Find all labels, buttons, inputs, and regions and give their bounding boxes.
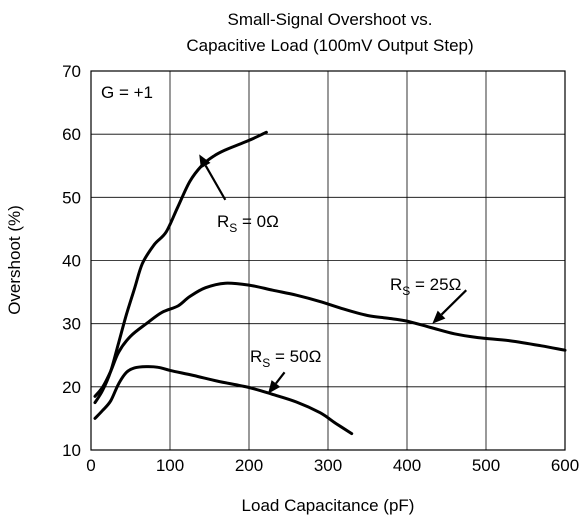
annotation-arrow-line [440, 289, 468, 316]
chart-title-line-1: Small-Signal Overshoot vs. [227, 10, 432, 29]
annotation-label-main: R [390, 275, 402, 294]
x-axis-ticks: 0 100 200 300 400 500 600 [86, 456, 579, 475]
annotation-label: RS = 0Ω [217, 212, 279, 235]
annotation-label-main: R [217, 212, 229, 231]
y-tick-label: 30 [62, 315, 81, 334]
y-tick-label: 40 [62, 252, 81, 271]
x-tick-label: 100 [156, 456, 184, 475]
y-tick-label: 20 [62, 378, 81, 397]
y-tick-label: 60 [62, 125, 81, 144]
annotation-arrow-line [204, 165, 227, 201]
x-tick-label: 400 [393, 456, 421, 475]
chart-title-line-2: Capacitive Load (100mV Output Step) [186, 36, 473, 55]
y-axis-label: Overshoot (%) [5, 205, 24, 315]
y-axis-ticks: 10 20 30 40 50 60 70 [62, 62, 81, 460]
annotation-label: RS = 50Ω [250, 347, 321, 370]
annotation-label-subscript: S [262, 356, 270, 370]
series-rs-50-ohm [93, 365, 354, 436]
y-tick-label: 10 [62, 441, 81, 460]
annotation-label-rest: = 25Ω [410, 275, 461, 294]
annotation-label: RS = 25Ω [390, 275, 461, 298]
series-rs-25-ohm [93, 281, 567, 398]
x-tick-label: 0 [86, 456, 95, 475]
annotation-label-rest: = 0Ω [237, 212, 279, 231]
plot-frame [90, 70, 566, 451]
x-tick-label: 300 [314, 456, 342, 475]
annotation-arrowhead [199, 154, 211, 169]
annotation-label-rest: = 50Ω [270, 347, 321, 366]
series-rs-0-ohm [93, 130, 268, 405]
grid-lines [90, 70, 566, 451]
annotation-label-subscript: S [229, 221, 237, 235]
annotation-arrowhead [432, 310, 446, 324]
series-layer [93, 130, 567, 436]
annotation-label-main: R [250, 347, 262, 366]
gain-label: G = +1 [101, 83, 153, 102]
x-tick-label: 200 [235, 456, 263, 475]
annotation-arrow-line [275, 371, 286, 385]
annotation-arrowhead [268, 380, 281, 394]
y-tick-label: 50 [62, 188, 81, 207]
annotation-label-subscript: S [402, 284, 410, 298]
x-axis-label: Load Capacitance (pF) [242, 496, 415, 515]
x-tick-label: 500 [472, 456, 500, 475]
y-tick-label: 70 [62, 62, 81, 81]
x-tick-label: 600 [551, 456, 579, 475]
